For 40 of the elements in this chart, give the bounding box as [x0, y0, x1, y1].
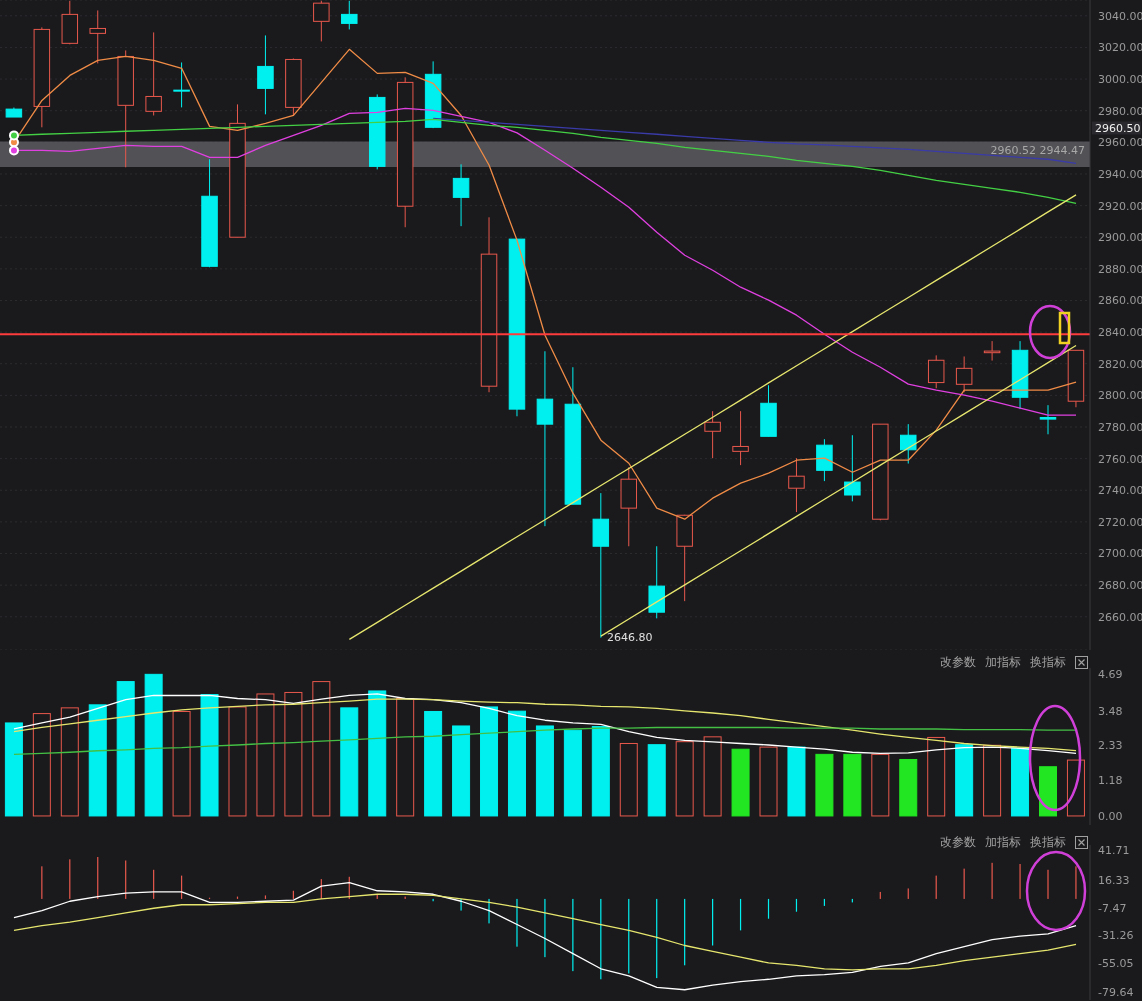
annotation: 换指标	[1030, 834, 1066, 851]
y-tick-label: 2940.00	[1098, 167, 1142, 181]
y-tick-label: 3.48	[1098, 704, 1123, 718]
y-tick-label: 2.33	[1098, 739, 1123, 753]
band-label: 2960.52 2944.47	[990, 144, 1085, 158]
y-tick-label: 2680.00	[1098, 579, 1142, 593]
annotation: 加指标	[985, 654, 1021, 671]
y-tick-label: 2880.00	[1098, 262, 1142, 276]
y-tick-label: 2660.00	[1098, 610, 1142, 624]
y-tick-label: 2960.00	[1098, 136, 1142, 150]
y-tick-label: 0.00	[1098, 809, 1123, 823]
y-tick-label: 2840.00	[1098, 326, 1142, 340]
annotation: 改参数	[940, 654, 976, 671]
y-tick-label: -55.05	[1098, 956, 1134, 970]
y-tick-label: 2720.00	[1098, 515, 1142, 529]
y-tick-label: 2780.00	[1098, 420, 1142, 434]
annotation: 改参数	[940, 834, 976, 851]
y-tick-label: 3000.00	[1098, 72, 1142, 86]
y-tick-label: 2820.00	[1098, 357, 1142, 371]
y-tick-label: 4.69	[1098, 668, 1123, 682]
y-tick-label: -7.47	[1098, 901, 1127, 915]
y-tick-label: 2760.00	[1098, 452, 1142, 466]
y-tick-label: -79.64	[1098, 985, 1134, 999]
y-tick-label: 2860.00	[1098, 294, 1142, 308]
y-tick-label: 2800.00	[1098, 389, 1142, 403]
y-tick-label: 16.33	[1098, 873, 1130, 887]
annotation: 加指标	[985, 834, 1021, 851]
y-tick-label: 1.18	[1098, 774, 1123, 788]
y-tick-label: 41.71	[1098, 844, 1130, 858]
y-tick-label: 2980.00	[1098, 104, 1142, 118]
y-tick-label: 2700.00	[1098, 547, 1142, 561]
annotation: 换指标	[1030, 654, 1066, 671]
text: 2960.50	[1095, 121, 1141, 135]
annotation: 2646.80	[606, 630, 653, 644]
y-tick-label: 3040.00	[1098, 9, 1142, 23]
y-tick-label: 3020.00	[1098, 41, 1142, 55]
y-tick-label: 2740.00	[1098, 484, 1142, 498]
y-tick-label: 2920.00	[1098, 199, 1142, 213]
y-tick-label: -31.26	[1098, 929, 1134, 943]
y-tick-label: 2900.00	[1098, 231, 1142, 245]
